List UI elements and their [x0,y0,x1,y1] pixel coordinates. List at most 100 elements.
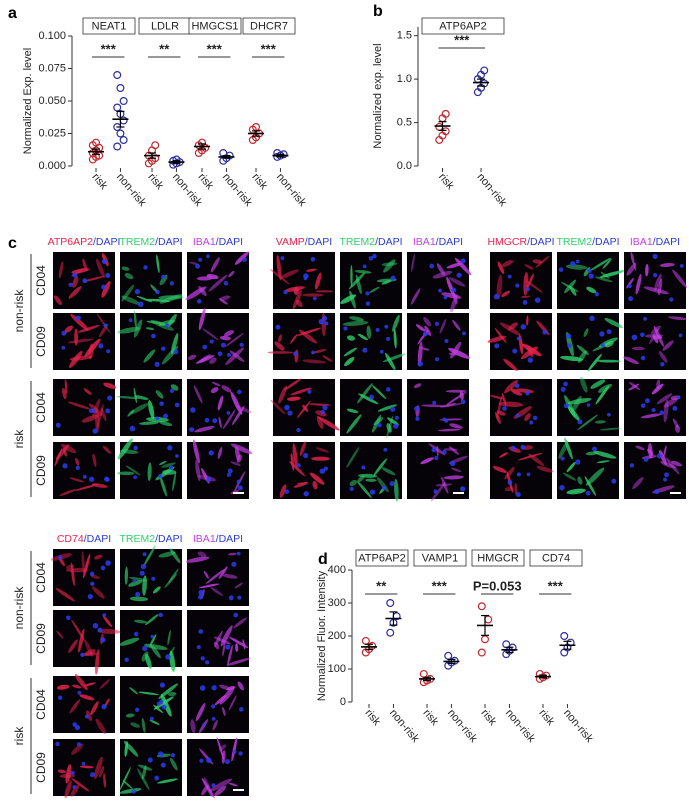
cell [96,258,105,278]
data-point [435,122,444,131]
nucleus [303,491,309,497]
cell [185,556,210,563]
nucleus [287,410,293,416]
nucleus [322,315,328,321]
nucleus [199,685,206,691]
cell [205,568,226,584]
cell [60,443,77,454]
cell [195,460,201,482]
data-point [441,127,450,136]
cell [75,457,80,466]
cell [572,395,582,412]
cell [68,285,82,299]
nucleus [394,415,399,420]
nucleus [220,342,226,348]
nucleus [640,403,646,408]
nucleus [588,273,594,279]
cell [102,615,113,628]
cell [145,327,155,331]
micrograph [273,441,335,499]
nucleus [155,416,160,421]
data-point [116,129,125,138]
facet-title: VAMP1 [422,552,458,564]
cell [496,410,506,416]
nucleus [529,420,534,425]
cell [134,619,148,624]
cell [643,286,669,295]
cell [279,484,287,498]
nucleus [165,654,171,660]
cell [497,261,505,275]
cell [58,261,64,279]
cell [443,448,458,451]
cell [496,274,503,300]
nucleus [225,644,231,650]
line-label: CD09 [34,752,48,783]
micrograph-bg [53,313,115,370]
panel-label: d [318,551,328,568]
cell [201,778,215,799]
micrograph [407,442,469,502]
cell [71,268,90,274]
cell [654,273,662,291]
cell [386,423,392,433]
cell [278,334,282,343]
facet-title: HMGCS1 [191,20,238,32]
cell [77,325,100,333]
nucleus [189,427,195,433]
nucleus [105,477,110,482]
cell [65,567,88,573]
cell [278,385,287,404]
cell [640,413,661,419]
cell [94,554,103,560]
cell [423,317,432,327]
nucleus [150,716,154,721]
cell [159,460,167,466]
nucleus [368,256,374,261]
cell [218,416,222,429]
nucleus [82,474,87,479]
nucleus [302,452,309,459]
nucleus [627,283,632,289]
dapi-name: /DAPI [653,236,680,248]
micrograph [624,379,686,436]
nucleus [361,465,366,470]
cell [580,376,588,393]
cell [125,713,135,718]
cell [228,782,239,787]
cell [64,780,72,799]
x-tick-label: risk [145,171,166,192]
nucleus [224,759,230,765]
cell [62,387,67,400]
significance: *** [454,32,470,47]
cell [590,379,606,389]
nucleus [369,394,374,400]
nucleus [594,291,600,297]
nucleus [586,403,591,407]
nucleus [527,357,534,363]
data-point [441,109,450,118]
x-tick-label: risk [249,171,270,192]
dapi-name: /DAPI [155,236,182,248]
micrograph-bg [273,252,335,309]
cell [287,396,301,401]
nucleus [159,401,164,406]
channel-header: VAMP/DAPI [276,236,332,248]
micrograph [557,376,622,436]
nucleus [84,714,89,719]
cell [133,310,137,329]
cell [316,447,330,453]
line-label: CD04 [34,689,48,720]
micrograph [119,610,182,672]
nucleus [226,352,232,357]
cell [124,741,129,758]
cell [208,274,228,292]
cell [449,423,463,429]
nucleus [660,362,665,367]
cell [441,292,462,299]
cell [216,736,225,760]
condition-label: non-risk [12,289,26,333]
cell [234,582,243,589]
nucleus [381,485,387,490]
micrograph [487,313,552,372]
